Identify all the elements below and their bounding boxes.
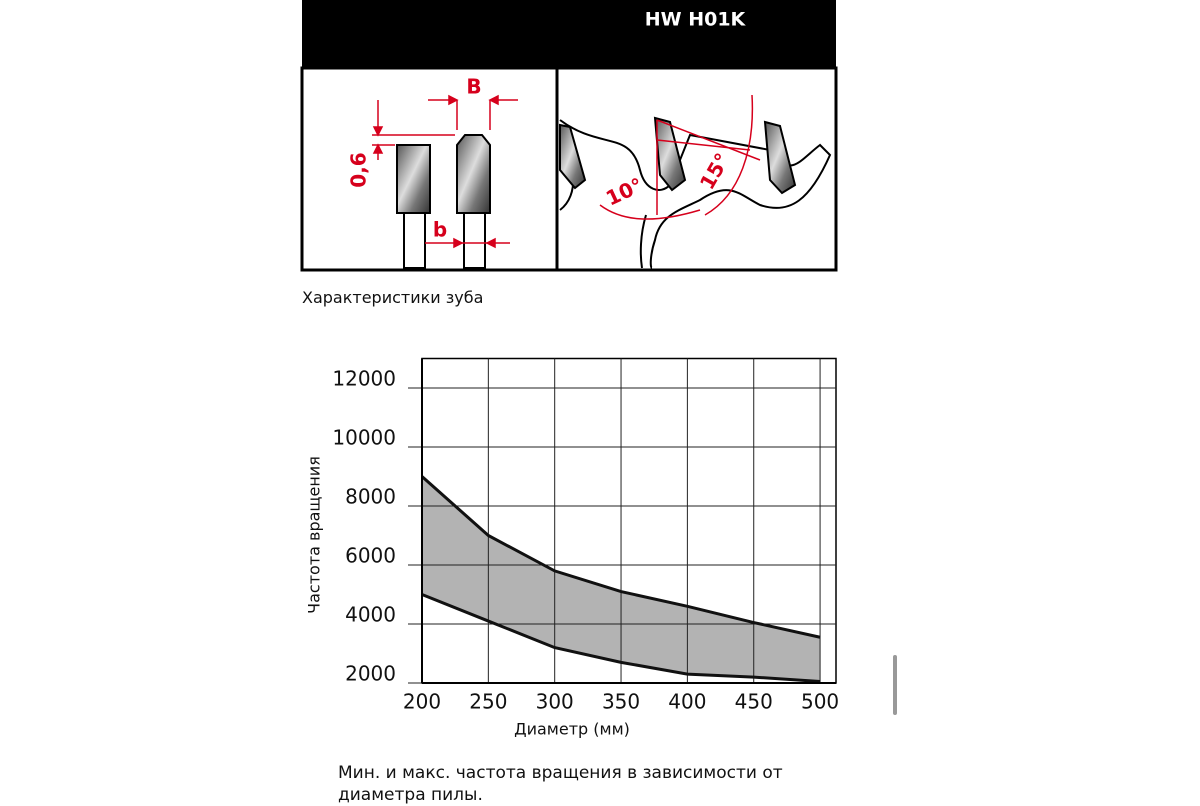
x-tick-label: 200 (403, 690, 441, 714)
x-tick-label: 250 (469, 690, 507, 714)
tooth (653, 116, 687, 192)
y-tick-label: 4000 (345, 603, 396, 627)
diagram-title: HW H01K (645, 9, 747, 31)
dimensions (372, 94, 518, 249)
series-line (421, 475, 821, 639)
height-label: 0,6 (347, 152, 371, 187)
blade-outline (559, 119, 832, 269)
width-label: B (466, 75, 481, 99)
x-tick-label: 400 (668, 690, 706, 714)
y-axis-title: Частота вращения (305, 456, 324, 614)
diagram: HW H01K B 0,6 b 1 (300, 0, 838, 272)
y-tick-label: 6000 (345, 544, 396, 568)
x-tick-label: 300 (536, 690, 574, 714)
tooth (396, 144, 431, 214)
y-tick-label: 12000 (332, 367, 396, 391)
header-band (302, 0, 836, 68)
y-tick-label: 8000 (345, 485, 396, 509)
tooth-stem (403, 212, 426, 269)
tooth-stem (463, 212, 486, 269)
angle-marks (599, 94, 761, 220)
kerf-label: b (433, 218, 447, 242)
band-fill (422, 476, 821, 682)
series-line (421, 593, 821, 684)
blade-outline (639, 214, 647, 269)
y-tick-label: 10000 (332, 426, 396, 450)
tooth (763, 120, 797, 195)
diagram-caption: Характеристики зуба (302, 288, 484, 307)
tooth (559, 123, 587, 190)
tooth (456, 134, 491, 214)
y-tick-label: 2000 (345, 662, 396, 686)
chart-caption: Мин. и макс. частота вращения в зависимо… (338, 763, 783, 805)
scrollbar[interactable] (893, 655, 897, 715)
x-tick-label: 450 (735, 690, 773, 714)
x-tick-label: 500 (801, 690, 839, 714)
x-tick-label: 350 (602, 690, 640, 714)
x-axis-title: Диаметр (мм) (514, 720, 630, 739)
